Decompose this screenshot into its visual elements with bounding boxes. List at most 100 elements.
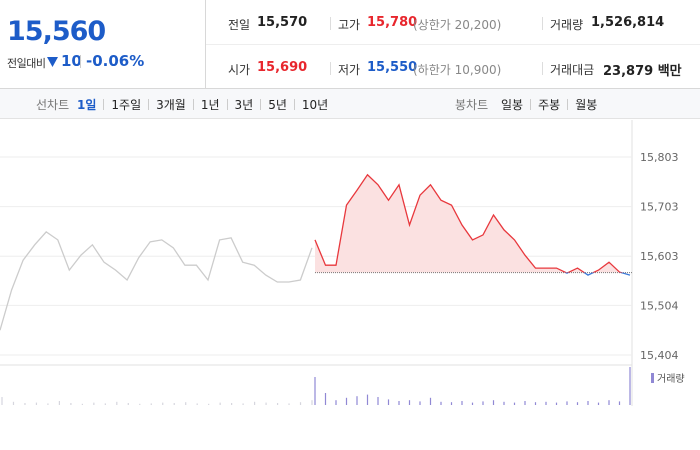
volume-bar — [503, 401, 505, 405]
quote-value: 15,550 — [367, 60, 418, 75]
line-chart-label: 선차트 — [36, 98, 70, 112]
legend-label: 거래량 — [657, 373, 685, 385]
volume-bar-previous — [12, 401, 15, 405]
volume-bar — [566, 401, 568, 405]
quote-value: 23,879 백만 — [603, 64, 682, 79]
y-tick-label: 15,803 — [640, 151, 679, 164]
divider — [103, 99, 105, 110]
divider — [542, 17, 543, 30]
quote-label: 거래대금 — [550, 63, 595, 77]
volume-bar — [377, 397, 379, 405]
volume-bar-previous — [104, 403, 106, 405]
volume-bar — [524, 401, 526, 405]
volume-bar — [398, 401, 400, 405]
down-arrow — [47, 57, 58, 67]
candle-chart-label: 봉차트 — [455, 98, 489, 112]
volume-bar — [450, 402, 453, 405]
volume-bar-previous — [24, 403, 26, 405]
divider — [205, 0, 206, 88]
candle-tab[interactable]: 일봉 — [501, 98, 524, 112]
volume-bar-previous — [185, 402, 187, 405]
divider — [542, 62, 543, 75]
volume-bar — [534, 402, 537, 405]
divider — [293, 99, 295, 110]
nav-bar — [0, 89, 700, 119]
period-tab[interactable]: 5년 — [268, 98, 287, 112]
period-tab[interactable]: 1년 — [200, 98, 220, 112]
volume-bar — [335, 400, 337, 405]
divider — [567, 99, 569, 110]
volume-bar-previous — [242, 403, 244, 405]
volume-bar — [419, 401, 421, 405]
quote-note: (하한가 10,900) — [413, 63, 502, 77]
volume-bar-previous — [253, 401, 256, 405]
volume-bar-previous — [196, 403, 198, 405]
volume-bar — [482, 401, 484, 405]
volume-bar — [408, 400, 411, 405]
volume-bar-previous — [276, 403, 279, 405]
volume-bar-previous — [162, 402, 164, 405]
volume-bar — [618, 401, 621, 405]
volume-bar — [324, 393, 327, 405]
quote-label: 거래량 — [550, 18, 584, 32]
divider — [192, 99, 194, 110]
volume-bar — [492, 400, 495, 405]
volume-bar — [608, 400, 610, 405]
volume-bar-previous — [58, 401, 61, 405]
change-label: 전일대비 — [7, 57, 46, 70]
volume-bar-previous — [93, 402, 95, 405]
quote-label: 저가 — [338, 63, 361, 77]
price-line-today — [314, 173, 624, 273]
y-tick-label: 15,504 — [640, 299, 679, 312]
candle-tab[interactable]: 월봉 — [575, 98, 598, 112]
quote-label: 시가 — [228, 63, 251, 77]
volume-bar — [429, 397, 432, 405]
period-tab[interactable]: 1일 — [77, 98, 97, 112]
volume-bar — [366, 394, 369, 405]
quote-label: 고가 — [338, 18, 361, 32]
quote-note: (상한가 20,200) — [413, 18, 502, 32]
volume-bar-previous — [81, 403, 83, 405]
change-rate: -0.06% — [86, 52, 145, 70]
chart: 15,803 15,703 15,603 15,504 15,404 거래량 — [0, 120, 685, 406]
volume-bar — [513, 402, 516, 405]
volume-bar-previous — [219, 402, 221, 405]
period-tab[interactable]: 10년 — [301, 98, 329, 112]
divider — [148, 99, 150, 110]
volume-bar-previous — [173, 403, 175, 405]
y-tick-label: 15,703 — [640, 201, 679, 214]
volume-bar-previous — [47, 403, 49, 405]
period-tab[interactable]: 3개월 — [156, 98, 186, 112]
volume-bar-previous — [208, 403, 210, 405]
period-tab[interactable]: 3년 — [234, 98, 254, 112]
change: 10 — [61, 52, 82, 70]
period-tab[interactable]: 1주일 — [111, 98, 142, 112]
volume-bar — [356, 396, 358, 405]
divider — [330, 17, 331, 30]
divider — [330, 62, 331, 75]
divider — [530, 99, 532, 110]
quote-value: 1,526,814 — [591, 15, 665, 30]
volume-bar — [461, 401, 463, 405]
y-tick-label: 15,603 — [640, 250, 679, 263]
divider — [80, 55, 81, 68]
volume-bar-previous — [288, 403, 290, 405]
header — [0, 0, 700, 89]
volume-bar — [545, 401, 547, 405]
divider — [260, 99, 262, 110]
y-tick-label: 15,404 — [640, 349, 679, 362]
volume-bar-previous — [265, 402, 267, 405]
price: 15,560 — [7, 16, 106, 47]
volume-bar-previous — [299, 402, 302, 405]
volume-bar — [471, 402, 474, 405]
volume-bar — [440, 401, 442, 405]
volume-bar-previous — [127, 403, 129, 405]
volume-bar-previous — [311, 400, 313, 405]
quote-value: 15,690 — [257, 60, 308, 75]
candle-tab[interactable]: 주봉 — [538, 98, 561, 112]
volume-bar — [576, 402, 579, 405]
volume-bar — [629, 367, 631, 405]
quote-value: 15,570 — [257, 15, 308, 30]
quote-value: 15,780 — [367, 15, 418, 30]
